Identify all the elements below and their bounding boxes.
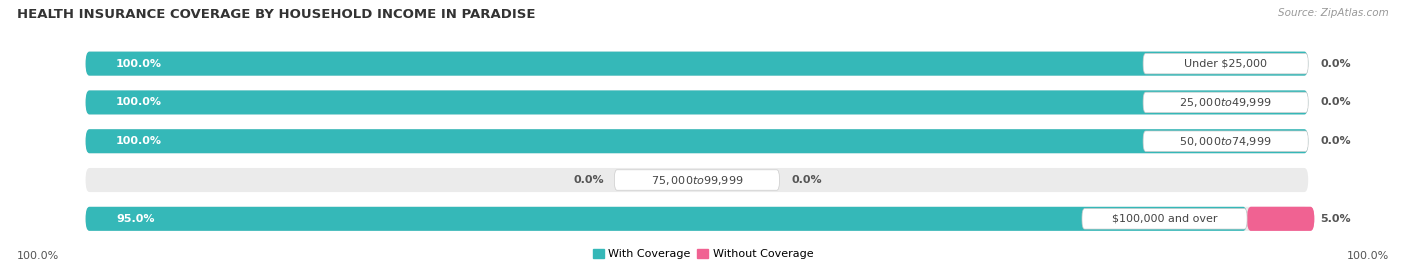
Text: 100.0%: 100.0% <box>117 136 162 146</box>
Legend: With Coverage, Without Coverage: With Coverage, Without Coverage <box>588 244 818 263</box>
FancyBboxPatch shape <box>1083 208 1247 229</box>
FancyBboxPatch shape <box>614 170 779 190</box>
Text: 100.0%: 100.0% <box>117 59 162 69</box>
FancyBboxPatch shape <box>1247 207 1315 231</box>
Text: 0.0%: 0.0% <box>792 175 823 185</box>
FancyBboxPatch shape <box>86 90 1308 114</box>
FancyBboxPatch shape <box>1143 92 1308 113</box>
Text: 100.0%: 100.0% <box>117 97 162 107</box>
FancyBboxPatch shape <box>86 129 1308 153</box>
Text: 95.0%: 95.0% <box>117 214 155 224</box>
Text: $50,000 to $74,999: $50,000 to $74,999 <box>1180 135 1272 148</box>
Text: $100,000 and over: $100,000 and over <box>1112 214 1218 224</box>
Text: 0.0%: 0.0% <box>1320 136 1351 146</box>
FancyBboxPatch shape <box>1143 54 1308 74</box>
FancyBboxPatch shape <box>86 207 1308 231</box>
Text: 0.0%: 0.0% <box>1320 59 1351 69</box>
Text: 5.0%: 5.0% <box>1320 214 1351 224</box>
FancyBboxPatch shape <box>86 207 1247 231</box>
FancyBboxPatch shape <box>86 52 1308 76</box>
Text: Source: ZipAtlas.com: Source: ZipAtlas.com <box>1278 8 1389 18</box>
FancyBboxPatch shape <box>1247 207 1315 231</box>
Text: $25,000 to $49,999: $25,000 to $49,999 <box>1180 96 1272 109</box>
Text: Under $25,000: Under $25,000 <box>1184 59 1267 69</box>
FancyBboxPatch shape <box>86 52 1308 76</box>
Text: 0.0%: 0.0% <box>1320 97 1351 107</box>
FancyBboxPatch shape <box>1143 131 1308 151</box>
Text: 0.0%: 0.0% <box>574 175 605 185</box>
FancyBboxPatch shape <box>86 168 1308 192</box>
FancyBboxPatch shape <box>86 90 1308 114</box>
Text: HEALTH INSURANCE COVERAGE BY HOUSEHOLD INCOME IN PARADISE: HEALTH INSURANCE COVERAGE BY HOUSEHOLD I… <box>17 8 536 21</box>
Text: 100.0%: 100.0% <box>17 251 59 261</box>
Text: 100.0%: 100.0% <box>1347 251 1389 261</box>
FancyBboxPatch shape <box>86 129 1308 153</box>
Text: $75,000 to $99,999: $75,000 to $99,999 <box>651 174 744 186</box>
